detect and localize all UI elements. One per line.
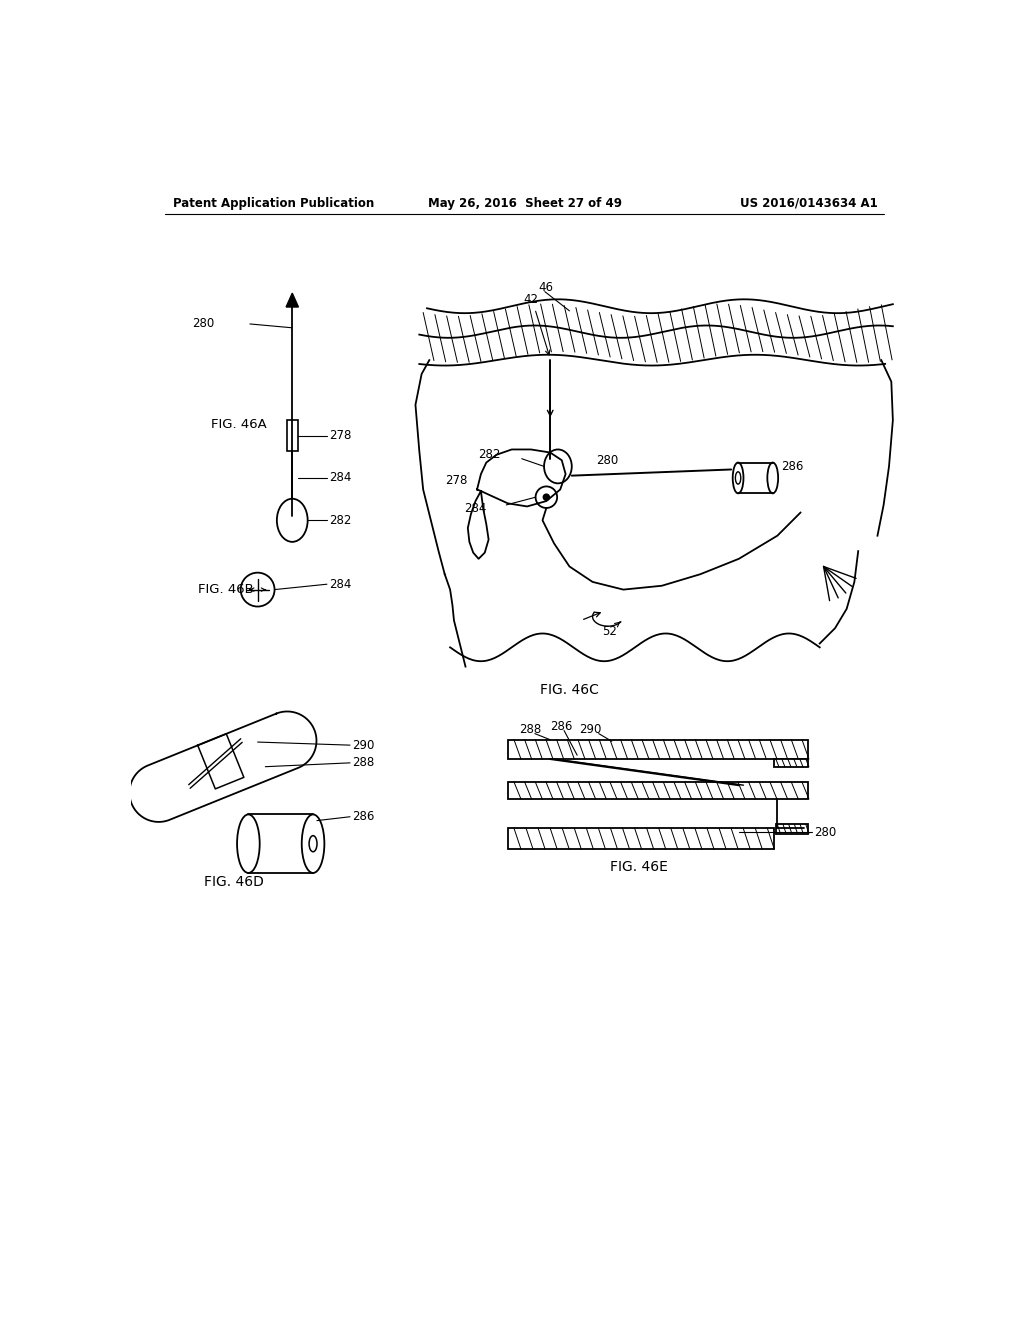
Polygon shape <box>286 293 298 308</box>
Text: FIG. 46D: FIG. 46D <box>204 875 263 890</box>
Text: FIG. 46A: FIG. 46A <box>211 417 267 430</box>
Text: 280: 280 <box>814 825 837 838</box>
Text: 278: 278 <box>330 429 351 442</box>
Text: 42: 42 <box>523 293 539 306</box>
Text: FIG. 46C: FIG. 46C <box>540 682 599 697</box>
Bar <box>508 781 808 799</box>
Bar <box>508 829 773 849</box>
Ellipse shape <box>767 462 778 494</box>
Text: 282: 282 <box>478 449 500 462</box>
Text: 280: 280 <box>596 454 618 467</box>
Text: 284: 284 <box>330 578 351 591</box>
Text: 290: 290 <box>580 723 602 737</box>
Ellipse shape <box>302 814 325 873</box>
Text: FIG. 46E: FIG. 46E <box>610 859 668 874</box>
Text: FIG. 46B: FIG. 46B <box>199 583 254 597</box>
Ellipse shape <box>733 462 743 494</box>
Bar <box>738 462 773 494</box>
Text: 46: 46 <box>539 281 554 294</box>
Text: May 26, 2016  Sheet 27 of 49: May 26, 2016 Sheet 27 of 49 <box>428 197 622 210</box>
Text: 282: 282 <box>330 513 351 527</box>
Text: 284: 284 <box>464 502 486 515</box>
Text: 280: 280 <box>193 317 214 330</box>
Text: 286: 286 <box>781 459 804 473</box>
Bar <box>776 825 808 834</box>
Text: US 2016/0143634 A1: US 2016/0143634 A1 <box>739 197 878 210</box>
Text: 278: 278 <box>444 474 467 487</box>
Text: 286: 286 <box>352 810 375 824</box>
Text: 288: 288 <box>352 756 375 770</box>
Bar <box>287 420 298 451</box>
Circle shape <box>544 494 550 500</box>
Text: Patent Application Publication: Patent Application Publication <box>173 197 374 210</box>
Text: 290: 290 <box>352 739 375 751</box>
Text: 288: 288 <box>519 723 542 737</box>
Text: 284: 284 <box>330 471 351 484</box>
Bar <box>773 759 808 767</box>
Ellipse shape <box>735 471 740 484</box>
Text: 52: 52 <box>602 626 617 639</box>
Bar <box>508 739 808 759</box>
Text: 286: 286 <box>550 721 572 733</box>
Ellipse shape <box>237 814 260 873</box>
